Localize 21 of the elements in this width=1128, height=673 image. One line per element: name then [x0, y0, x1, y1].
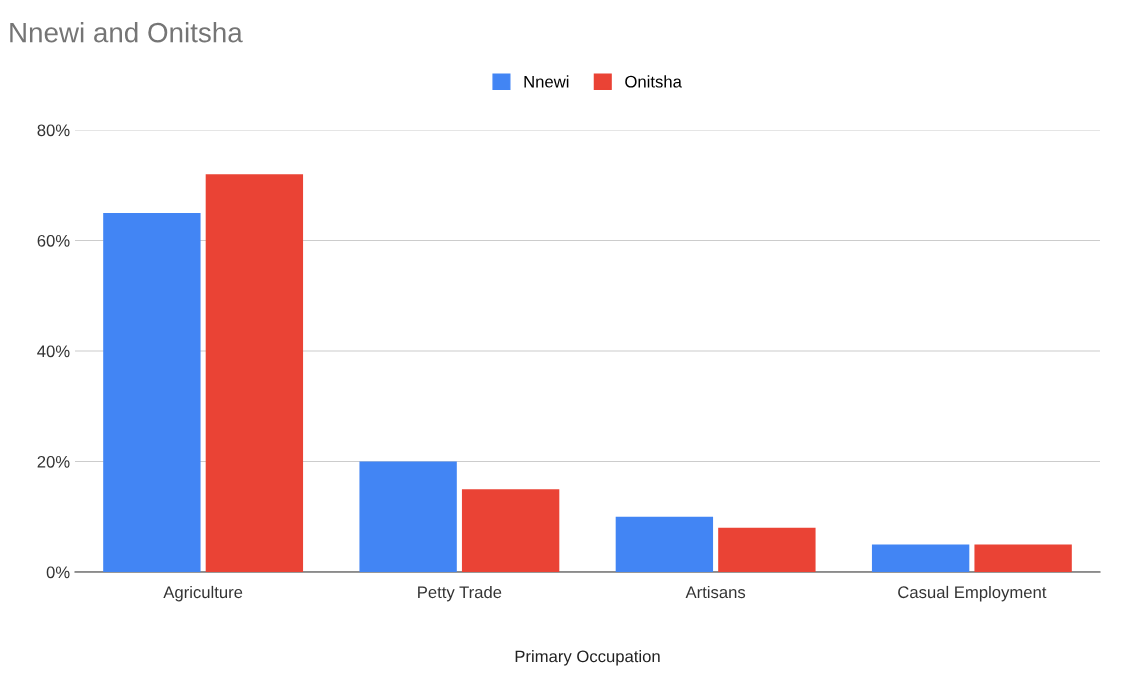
- legend-label: Onitsha: [625, 75, 682, 88]
- bar: [103, 212, 201, 572]
- x-axis-title: Primary Occupation: [515, 650, 660, 666]
- y-tick-label: 20%: [37, 455, 70, 468]
- chart-title: Nnewi and Onitsha: [10, 22, 243, 43]
- bar: [615, 516, 714, 572]
- bar: [871, 544, 970, 572]
- bar: [205, 174, 304, 572]
- y-tick-label: 0%: [46, 566, 70, 579]
- x-tick-label: Petty Trade: [418, 585, 502, 602]
- bar: [461, 489, 560, 572]
- y-tick-label: 40%: [37, 345, 70, 358]
- y-tick-label: 80%: [37, 124, 70, 137]
- bar: [974, 544, 1072, 572]
- x-tick-label: Agriculture: [163, 585, 243, 602]
- legend-label: Nnewi: [524, 75, 569, 88]
- x-tick-label: Artisans: [685, 585, 746, 599]
- bar: [359, 461, 457, 572]
- x-tick-label: Casual Employment: [898, 585, 1047, 602]
- bar: [718, 527, 816, 572]
- y-tick-label: 60%: [37, 234, 70, 247]
